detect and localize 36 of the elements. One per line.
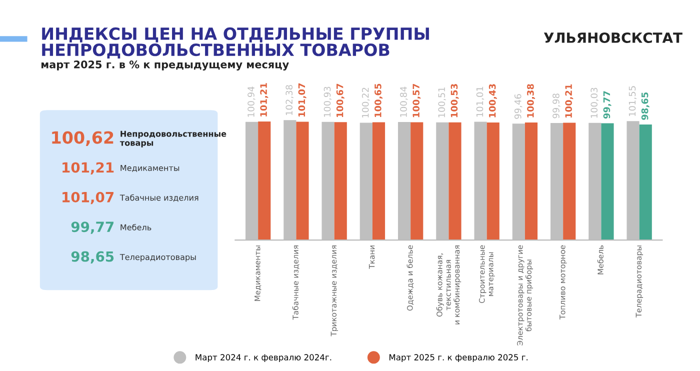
category-label: Табачные изделия: [120, 194, 198, 202]
legend-label: Март 2025 г. к февралю 2025 г.: [389, 354, 528, 362]
data-label: 100,38: [527, 84, 536, 118]
text: 98,65: [71, 251, 114, 264]
data-label: 100,21: [565, 84, 574, 118]
data-label: 101,07: [298, 83, 306, 117]
data-label: 100,03: [590, 88, 598, 118]
data-label: 100,84: [400, 86, 408, 117]
text: 101,07: [62, 192, 114, 204]
data-label: 101,55: [628, 86, 637, 116]
data-label: 101,01: [476, 86, 484, 117]
data-label: 99,46: [514, 94, 522, 119]
data-label: 98,65: [641, 92, 650, 120]
data-label: 100,22: [362, 88, 370, 118]
data-label: 100,51: [438, 87, 446, 118]
chart-title: ИНДЕКСЫ ЦЕН НА ОТДЕЛЬНЫЕ ГРУППЫ НЕПРОДОВОЛЬСТВЕННЫХ ТОВАРОВ: [42, 27, 429, 59]
data-label: 100,57: [412, 84, 421, 118]
text: 99,77: [71, 222, 114, 234]
data-label: 100,43: [488, 84, 497, 118]
data-label: 102,38: [286, 85, 294, 116]
data-label: 100,93: [324, 86, 332, 117]
data-label: 100,94: [248, 86, 256, 117]
data-label: 101,21: [260, 83, 268, 116]
category-label: Мебель: [120, 224, 152, 230]
text: 100,62: [52, 131, 114, 146]
data-label: 100,67: [336, 84, 344, 117]
category-label: Непродовольственные товары: [120, 130, 226, 148]
data-label: 99,98: [552, 94, 560, 118]
text: 101,21: [62, 162, 114, 174]
text: УЛЬЯНОВСКСТАТ: [544, 32, 682, 43]
data-label: 99,77: [603, 91, 612, 119]
legend-label: Март 2024 г. к февралю 2024г.: [196, 354, 332, 362]
data-label: 100,65: [374, 84, 383, 118]
data-label: 100,53: [450, 84, 459, 118]
category-label: Медикаменты: [120, 165, 180, 172]
chart-subtitle: март 2025 г. в % к предыдущему месяцу: [41, 60, 289, 70]
